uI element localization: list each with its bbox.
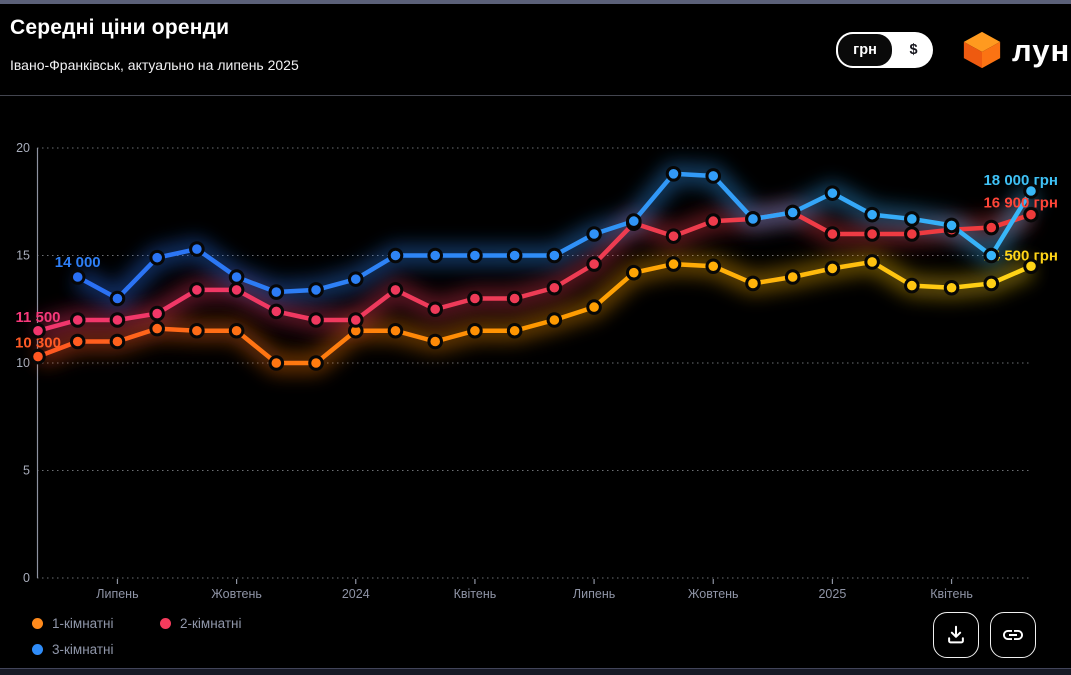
page-subtitle: Івано-Франківськ, актуально на липень 20…	[10, 57, 299, 73]
legend-label-2room: 2-кімнатні	[180, 616, 242, 631]
svg-text:10: 10	[16, 356, 30, 370]
legend-dot-1room	[32, 618, 43, 629]
svg-text:0: 0	[23, 571, 30, 585]
link-icon	[1003, 630, 1023, 640]
svg-text:18 000 грн: 18 000 грн	[983, 172, 1058, 189]
logo-text: лун	[1012, 32, 1071, 68]
svg-text:11 500: 11 500	[15, 309, 60, 326]
copy-link-button[interactable]	[990, 612, 1036, 658]
chart-actions	[933, 612, 1036, 658]
legend-item-1room[interactable]: 1-кімнатні	[32, 616, 114, 631]
bottom-window-edge	[0, 669, 1071, 675]
currency-toggle[interactable]: грн $	[836, 32, 933, 68]
header: Середні ціни оренди Івано-Франківськ, ак…	[0, 4, 1071, 96]
svg-text:14 000: 14 000	[55, 254, 101, 271]
top-window-edge	[0, 0, 1071, 4]
chart-legend: 1-кімнатні 2-кімнатні 3-кімнатні	[32, 612, 352, 664]
svg-text:15: 15	[16, 249, 30, 263]
legend-dot-2room	[160, 618, 171, 629]
legend-label-1room: 1-кімнатні	[52, 616, 114, 631]
lun-cube-icon	[963, 31, 1001, 69]
svg-text:16 900 грн: 16 900 грн	[983, 195, 1058, 212]
svg-text:Липень: Липень	[573, 587, 615, 601]
legend-item-2room[interactable]: 2-кімнатні	[160, 616, 242, 631]
bottom-divider	[0, 668, 1071, 669]
svg-text:Квітень: Квітень	[454, 587, 497, 601]
download-icon	[948, 625, 964, 644]
svg-text:Квітень: Квітень	[930, 587, 973, 601]
legend-label-3room: 3-кімнатні	[52, 642, 114, 657]
svg-text:5: 5	[23, 464, 30, 478]
svg-text:10 300: 10 300	[15, 335, 61, 352]
svg-text:Жовтень: Жовтень	[688, 587, 739, 601]
download-button[interactable]	[933, 612, 979, 658]
svg-text:20: 20	[16, 141, 30, 155]
currency-option-uah[interactable]: грн	[836, 32, 894, 68]
svg-text:2025: 2025	[818, 587, 846, 601]
svg-text:2024: 2024	[342, 587, 370, 601]
currency-option-usd[interactable]: $	[909, 42, 918, 58]
legend-item-3room[interactable]: 3-кімнатні	[32, 642, 114, 657]
svg-text:Липень: Липень	[96, 587, 138, 601]
svg-text:Жовтень: Жовтень	[211, 587, 262, 601]
legend-dot-3room	[32, 644, 43, 655]
lun-logo[interactable]: лун	[961, 28, 1070, 72]
page-title: Середні ціни оренди	[10, 16, 230, 39]
svg-text:14 500 грн: 14 500 грн	[983, 247, 1058, 264]
price-chart: 0 5 10 15 20 Липень Жовтень 2024 Квітень Липень Жо…	[15, 141, 1058, 601]
